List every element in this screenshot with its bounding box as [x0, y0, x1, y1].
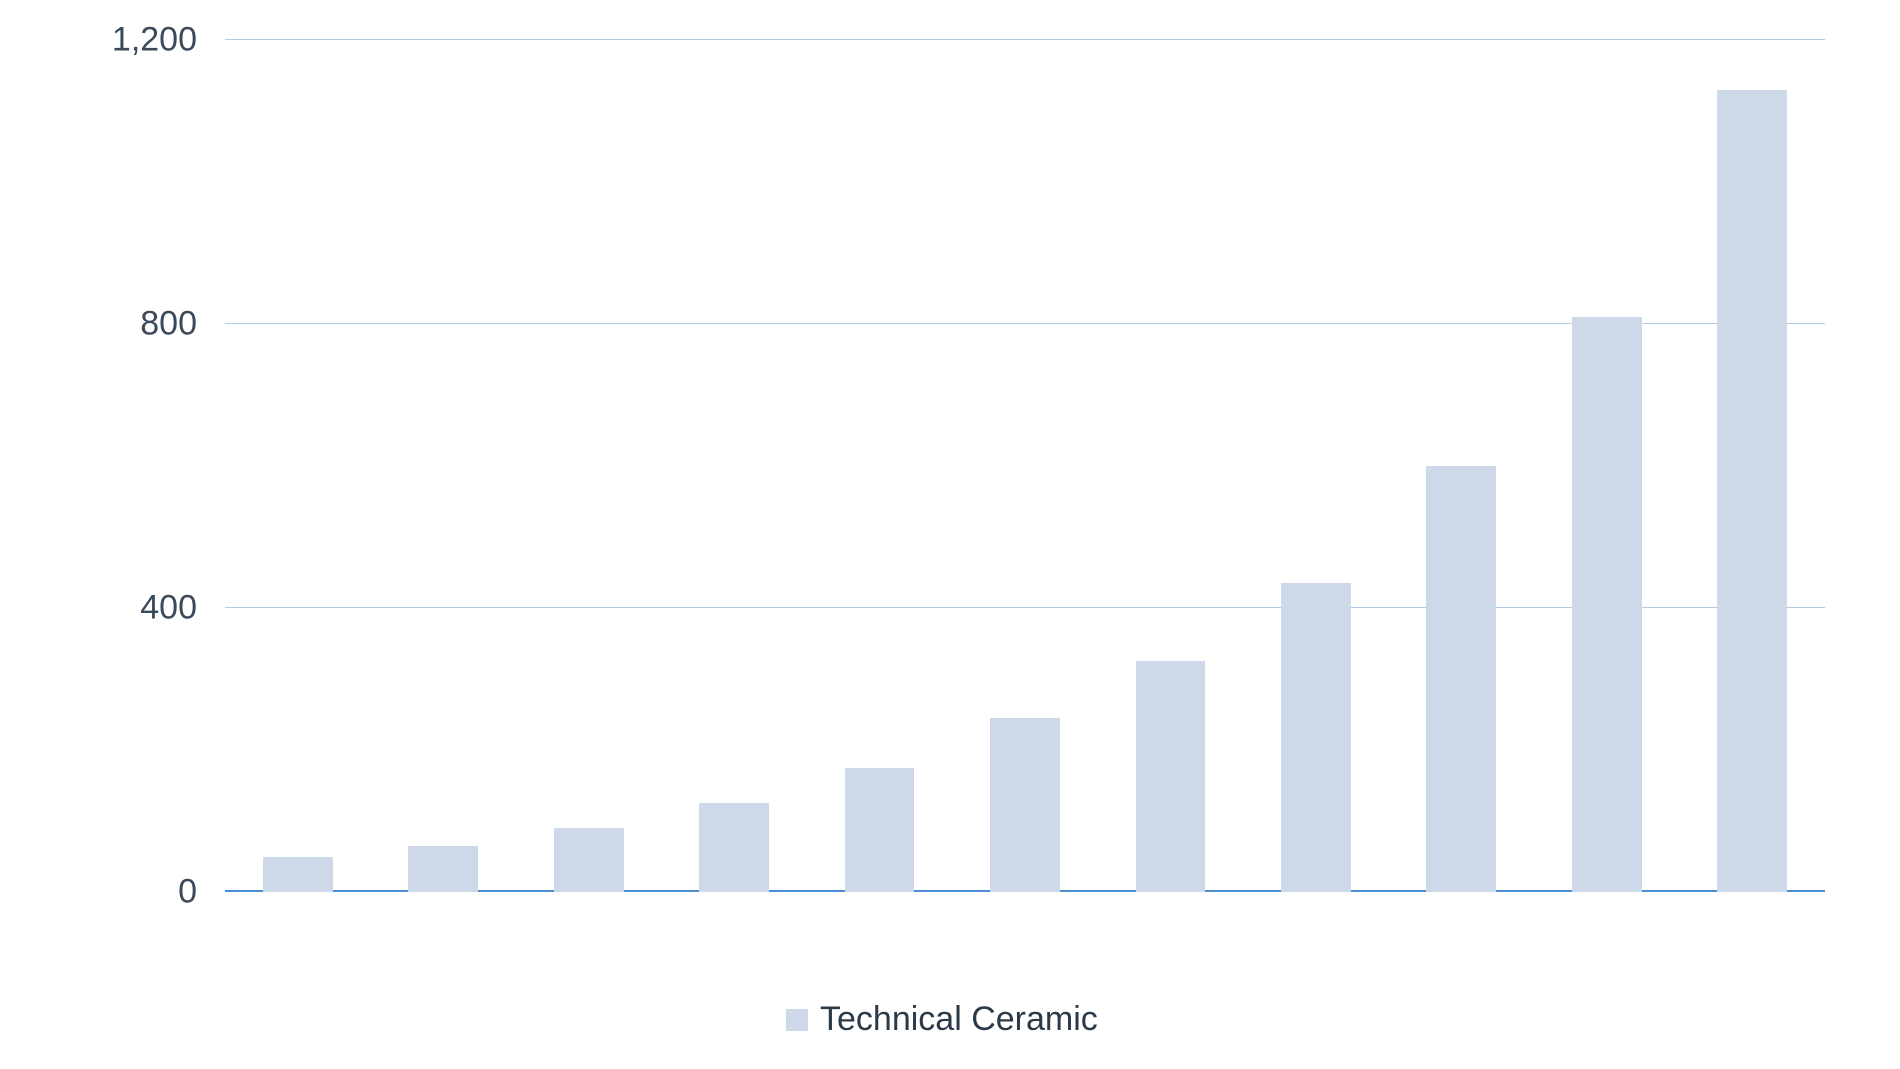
bar: [1281, 583, 1351, 892]
bar: [699, 803, 769, 892]
y-tick-label: 800: [140, 305, 225, 344]
bar-slot: [1389, 40, 1534, 892]
bar: [554, 828, 624, 892]
bar: [408, 846, 478, 892]
bar: [1572, 317, 1642, 892]
bar: [1426, 466, 1496, 892]
bar-slot: [516, 40, 661, 892]
bar-slot: [370, 40, 515, 892]
bar-slot: [1098, 40, 1243, 892]
bar: [1136, 661, 1206, 892]
bar-slot: [1534, 40, 1679, 892]
legend-swatch: [786, 1009, 808, 1031]
bar-slot: [807, 40, 952, 892]
legend: Technical Ceramic: [786, 1000, 1098, 1039]
bar: [990, 718, 1060, 892]
y-tick-label: 0: [178, 873, 225, 912]
y-tick-label: 400: [140, 589, 225, 628]
bar: [845, 768, 915, 892]
bar-slot: [1680, 40, 1825, 892]
y-tick-label: 1,200: [112, 21, 225, 60]
bar-slot: [952, 40, 1097, 892]
plot-area: 04008001,200: [225, 40, 1825, 892]
legend-label: Technical Ceramic: [820, 1000, 1098, 1039]
bar-slot: [661, 40, 806, 892]
bar-slot: [225, 40, 370, 892]
bar: [263, 857, 333, 893]
bar-slot: [1243, 40, 1388, 892]
bar: [1717, 90, 1787, 892]
chart-container: 04008001,200 Technical Ceramic: [0, 0, 1900, 1069]
bar-series: [225, 40, 1825, 892]
